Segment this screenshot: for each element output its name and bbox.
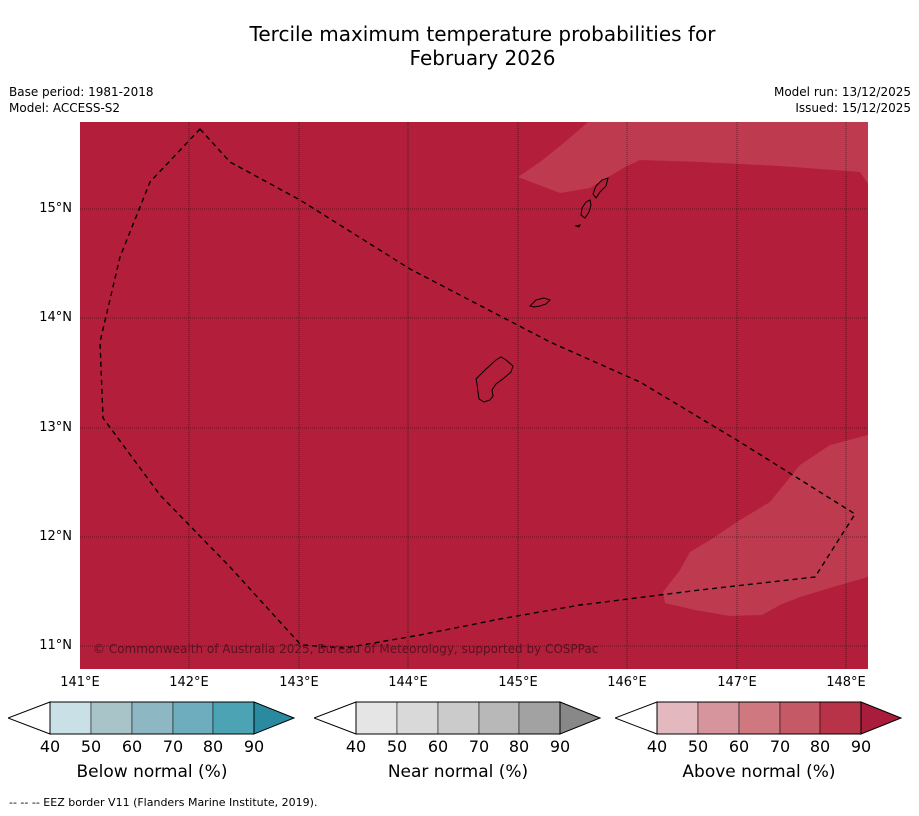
- colorbar-above-60-70: [738, 701, 781, 735]
- issued-date: Issued: 15/12/2025: [795, 101, 911, 115]
- colorbar-below-60-70: [131, 701, 174, 735]
- lat-label-15n: 15°N: [39, 201, 72, 216]
- colorbar-near-low-arrow: [314, 701, 357, 735]
- colorbar-above-70-80: [779, 701, 821, 735]
- above-tick-90: 90: [850, 737, 872, 756]
- colorbar-near-70-80: [478, 701, 520, 735]
- above-tick-60: 60: [728, 737, 750, 756]
- colorbar-near-normal: [314, 701, 602, 735]
- aguijan-islet: [574, 224, 581, 228]
- tinian-island: [580, 199, 592, 219]
- colorbar-below-70-80: [172, 701, 214, 735]
- below-tick-60: 60: [121, 737, 143, 756]
- near-tick-90: 90: [549, 737, 571, 756]
- colorbar-below-50-60: [90, 701, 133, 735]
- lat-label-14n: 14°N: [39, 310, 72, 325]
- colorbar-near-50-60: [396, 701, 439, 735]
- near-normal-label: Near normal (%): [387, 762, 529, 782]
- near-tick-60: 60: [427, 737, 449, 756]
- colorbar-above-40-50: [656, 701, 699, 735]
- above-tick-70: 70: [769, 737, 791, 756]
- chart-title: Tercile maximum temperature probabilitie…: [0, 22, 919, 70]
- lon-label-146e: 146°E: [607, 675, 647, 690]
- islands: [475, 177, 609, 403]
- colorbar-above-80-90: [819, 701, 862, 735]
- colorbar-below-80-90: [212, 701, 255, 735]
- lon-label-141e: 141°E: [60, 675, 100, 690]
- base-period: Base period: 1981-2018: [9, 85, 154, 99]
- below-tick-40: 40: [39, 737, 61, 756]
- below-tick-50: 50: [80, 737, 102, 756]
- lon-label-145e: 145°E: [498, 675, 538, 690]
- colorbar-above-50-60: [697, 701, 740, 735]
- model-run: Model run: 13/12/2025: [773, 85, 911, 99]
- lon-label-144e: 144°E: [388, 675, 428, 690]
- lon-label-148e: 148°E: [826, 675, 866, 690]
- near-tick-40: 40: [345, 737, 367, 756]
- eez-footnote: -- -- -- EEZ border V11 (Flanders Marine…: [9, 796, 318, 809]
- below-tick-70: 70: [162, 737, 184, 756]
- lon-label-143e: 143°E: [279, 675, 319, 690]
- lat-label-11n: 11°N: [39, 638, 72, 653]
- above-normal-label: Above normal (%): [682, 762, 836, 782]
- colorbar-below-normal: [8, 701, 296, 735]
- map-svg: [80, 122, 868, 669]
- probability-zone-north: [518, 122, 868, 193]
- near-tick-80: 80: [508, 737, 530, 756]
- lon-label-147e: 147°E: [717, 675, 757, 690]
- colorbar-below-high-arrow: [253, 701, 296, 735]
- colorbar-above-high-arrow: [860, 701, 903, 735]
- meta-left: Base period: 1981-2018 Model: ACCESS-S2: [9, 84, 154, 116]
- probability-zone-southeast: [663, 435, 868, 616]
- near-tick-50: 50: [386, 737, 408, 756]
- title-line-1: Tercile maximum temperature probabilitie…: [249, 22, 716, 46]
- below-normal-label: Below normal (%): [76, 762, 228, 782]
- colorbar-above-low-arrow: [615, 701, 658, 735]
- graticule: [80, 122, 868, 669]
- near-tick-70: 70: [468, 737, 490, 756]
- rota-island: [529, 297, 551, 308]
- eez-border: [99, 127, 856, 649]
- colorbar-near-80-90: [518, 701, 561, 735]
- meta-right: Model run: 13/12/2025 Issued: 15/12/2025: [774, 84, 911, 116]
- colorbar-below-low-arrow: [8, 701, 51, 735]
- colorbar-above-normal: [615, 701, 903, 735]
- above-tick-50: 50: [687, 737, 709, 756]
- model-name: Model: ACCESS-S2: [9, 101, 121, 115]
- saipan-island: [592, 177, 609, 199]
- lat-label-13n: 13°N: [39, 420, 72, 435]
- above-tick-40: 40: [646, 737, 668, 756]
- title-line-2: February 2026: [409, 46, 556, 70]
- above-tick-80: 80: [809, 737, 831, 756]
- lon-label-142e: 142°E: [169, 675, 209, 690]
- below-tick-90: 90: [243, 737, 265, 756]
- colorbar-near-high-arrow: [559, 701, 602, 735]
- lat-label-12n: 12°N: [39, 529, 72, 544]
- colorbar-below-40-50: [49, 701, 92, 735]
- colorbar-near-60-70: [437, 701, 480, 735]
- copyright-notice: © Commonwealth of Australia 2025, Bureau…: [93, 642, 599, 656]
- below-tick-80: 80: [202, 737, 224, 756]
- map-area[interactable]: [80, 122, 868, 669]
- colorbar-near-40-50: [355, 701, 398, 735]
- guam-island: [475, 356, 514, 403]
